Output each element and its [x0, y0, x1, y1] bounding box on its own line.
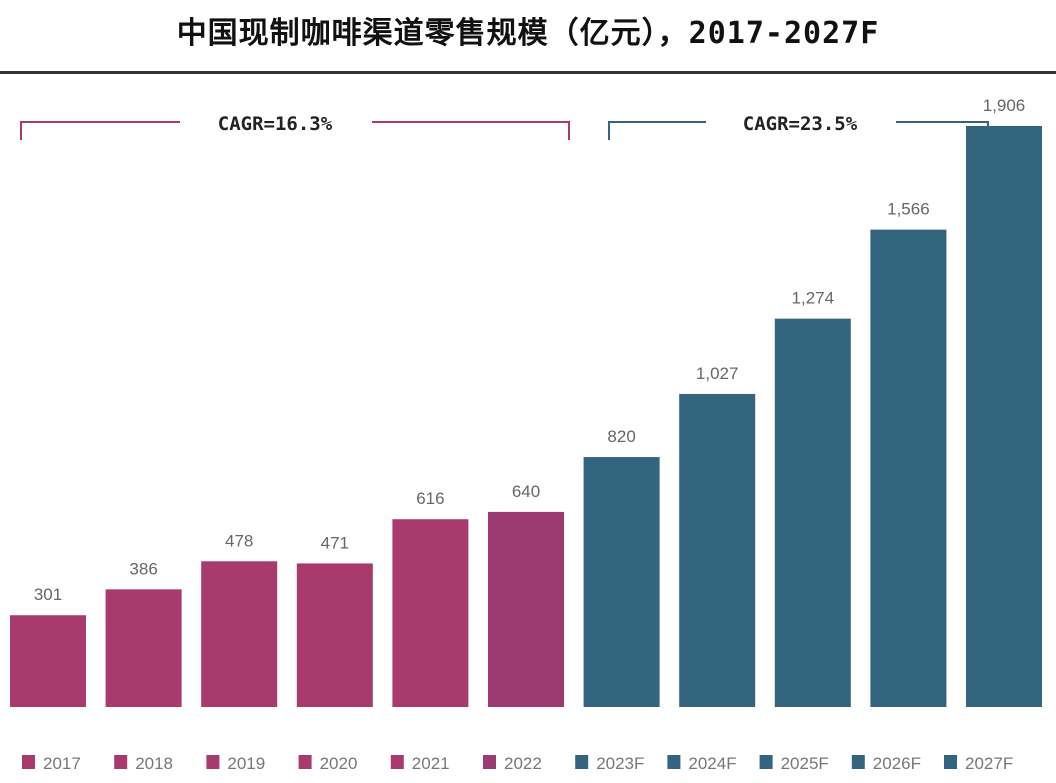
- bar-2018: [105, 589, 182, 707]
- bar-2026F: [870, 229, 947, 708]
- legend-swatch-2020: [298, 755, 312, 769]
- legend-label-2020: 2020: [320, 754, 358, 773]
- data-label-2021: 616: [416, 489, 444, 508]
- legend-label-2021: 2021: [412, 754, 450, 773]
- legend-label-2019: 2019: [227, 754, 265, 773]
- legend-label-2026F: 2026F: [873, 754, 921, 773]
- data-label-2024F: 1,027: [696, 364, 739, 383]
- data-label-2022: 640: [512, 482, 540, 501]
- bar-2027F: [966, 126, 1042, 707]
- data-label-2027F: 1,906: [983, 96, 1026, 115]
- legend-swatch-2022: [483, 755, 496, 769]
- legend-label-2023F: 2023F: [596, 754, 644, 773]
- legend-label-2022: 2022: [504, 754, 542, 773]
- legend-swatch-2021: [390, 755, 404, 769]
- bar-2019: [201, 561, 278, 707]
- legend-label-2017: 2017: [43, 754, 81, 773]
- legend-swatch-2023F: [575, 755, 589, 769]
- data-label-2019: 478: [225, 531, 253, 550]
- data-label-2020: 471: [321, 533, 349, 552]
- data-label-2026F: 1,566: [887, 200, 930, 219]
- legend-swatch-2017: [22, 755, 35, 769]
- bar-2023F: [583, 457, 660, 707]
- bar-2025F: [774, 318, 851, 707]
- title-divider: [0, 71, 1056, 74]
- legend-swatch-2018: [114, 755, 128, 769]
- legend-label-2027F: 2027F: [965, 754, 1013, 773]
- data-label-2023F: 820: [607, 427, 635, 446]
- legend-swatch-2025F: [759, 755, 773, 769]
- cagr-label: CAGR=23.5%: [743, 113, 858, 135]
- bar-2022: [488, 511, 564, 707]
- legend-label-2018: 2018: [135, 754, 173, 773]
- legend-swatch-2026F: [851, 755, 865, 769]
- bar-2021: [392, 519, 469, 707]
- data-label-2025F: 1,274: [792, 289, 835, 308]
- cagr-label: CAGR=16.3%: [218, 113, 333, 135]
- bar-2024F: [679, 393, 756, 707]
- bar-2020: [296, 563, 373, 707]
- legend-swatch-2019: [206, 755, 220, 769]
- legend-swatch-2024F: [667, 755, 681, 769]
- cagr-label-box: [180, 97, 372, 149]
- bar-2017: [10, 615, 86, 707]
- legend-swatch-2027F: [944, 755, 957, 769]
- data-label-2018: 386: [129, 559, 157, 578]
- legend-label-2025F: 2025F: [781, 754, 829, 773]
- chart-title: 中国现制咖啡渠道零售规模（亿元），2017-2027F: [176, 16, 880, 51]
- data-label-2017: 301: [34, 585, 62, 604]
- legend-label-2024F: 2024F: [688, 754, 736, 773]
- cagr-label-box: [706, 97, 896, 149]
